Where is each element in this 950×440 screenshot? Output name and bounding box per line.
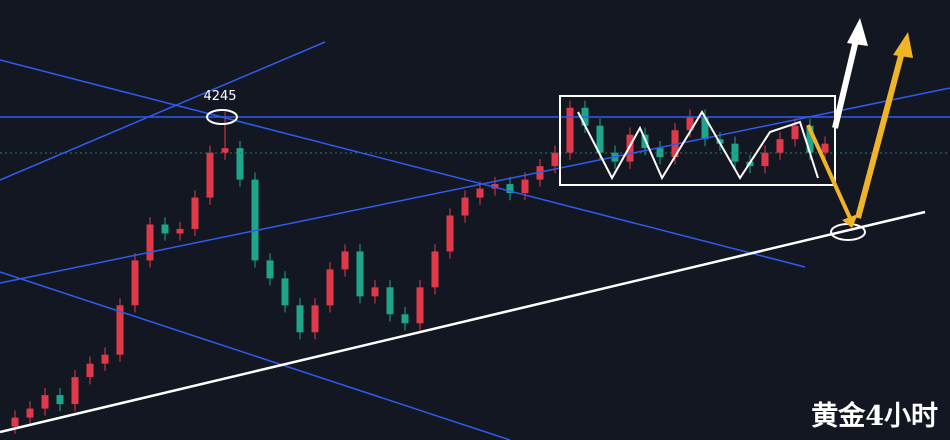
candle-body xyxy=(491,184,499,189)
arrow-head xyxy=(847,18,868,46)
candle-body xyxy=(551,152,559,167)
up-arrow xyxy=(832,39,859,129)
candle-body xyxy=(11,417,19,427)
candle-body xyxy=(146,224,154,261)
peak-ellipse xyxy=(206,109,238,125)
candle-body xyxy=(191,197,199,229)
candle-body xyxy=(281,278,289,306)
candle-body xyxy=(791,125,799,140)
candle-body xyxy=(86,363,94,378)
zigzag xyxy=(577,110,819,181)
arrow-head xyxy=(842,214,858,228)
candle-body xyxy=(206,152,214,198)
candle-body xyxy=(176,228,184,234)
candle-body xyxy=(671,130,679,158)
candle-body xyxy=(326,269,334,306)
candle-body xyxy=(116,305,124,355)
candle-body xyxy=(101,354,109,364)
trend-line xyxy=(0,87,950,284)
candle-body xyxy=(341,251,349,270)
candle-body xyxy=(356,251,364,297)
candle-body xyxy=(371,287,379,297)
candle-body xyxy=(416,287,424,324)
candle-body xyxy=(626,134,634,162)
candle-body xyxy=(236,148,244,180)
candle-body xyxy=(296,305,304,333)
candle-body xyxy=(686,116,694,131)
candle-body xyxy=(761,152,769,167)
candle-body xyxy=(386,287,394,315)
candle-body xyxy=(311,305,319,333)
trend-line xyxy=(0,271,511,440)
up-arrow xyxy=(855,51,905,219)
candle-body xyxy=(596,125,604,153)
arrow-head xyxy=(893,32,913,58)
candle-body xyxy=(131,260,139,306)
peak-label: 4245 xyxy=(203,89,236,104)
candle-body xyxy=(41,395,49,409)
drawings xyxy=(0,18,950,440)
candle-body xyxy=(821,143,829,153)
candle-body xyxy=(71,377,79,405)
down-arrow xyxy=(806,124,852,219)
candle-body xyxy=(431,251,439,288)
candle-body xyxy=(221,148,229,153)
candle-body xyxy=(161,224,169,234)
trend-line xyxy=(0,59,806,268)
candle-body xyxy=(806,125,814,153)
candle-body xyxy=(521,179,529,194)
candles xyxy=(11,100,829,434)
trend-line xyxy=(0,41,326,181)
chart-title: 黄金4小时 xyxy=(811,400,938,432)
range-box xyxy=(559,95,836,186)
candle-body xyxy=(776,139,784,153)
candle-body xyxy=(506,184,514,194)
candle-body xyxy=(701,116,709,140)
candle-body xyxy=(251,179,259,261)
candle-body xyxy=(26,408,34,418)
candle-body xyxy=(266,260,274,279)
candle-body xyxy=(446,215,454,252)
candle-body xyxy=(56,395,64,405)
candle-body xyxy=(401,314,409,324)
candle-body xyxy=(566,107,574,153)
support-line xyxy=(0,210,926,434)
candle-body xyxy=(476,188,484,198)
candle-body xyxy=(461,197,469,216)
